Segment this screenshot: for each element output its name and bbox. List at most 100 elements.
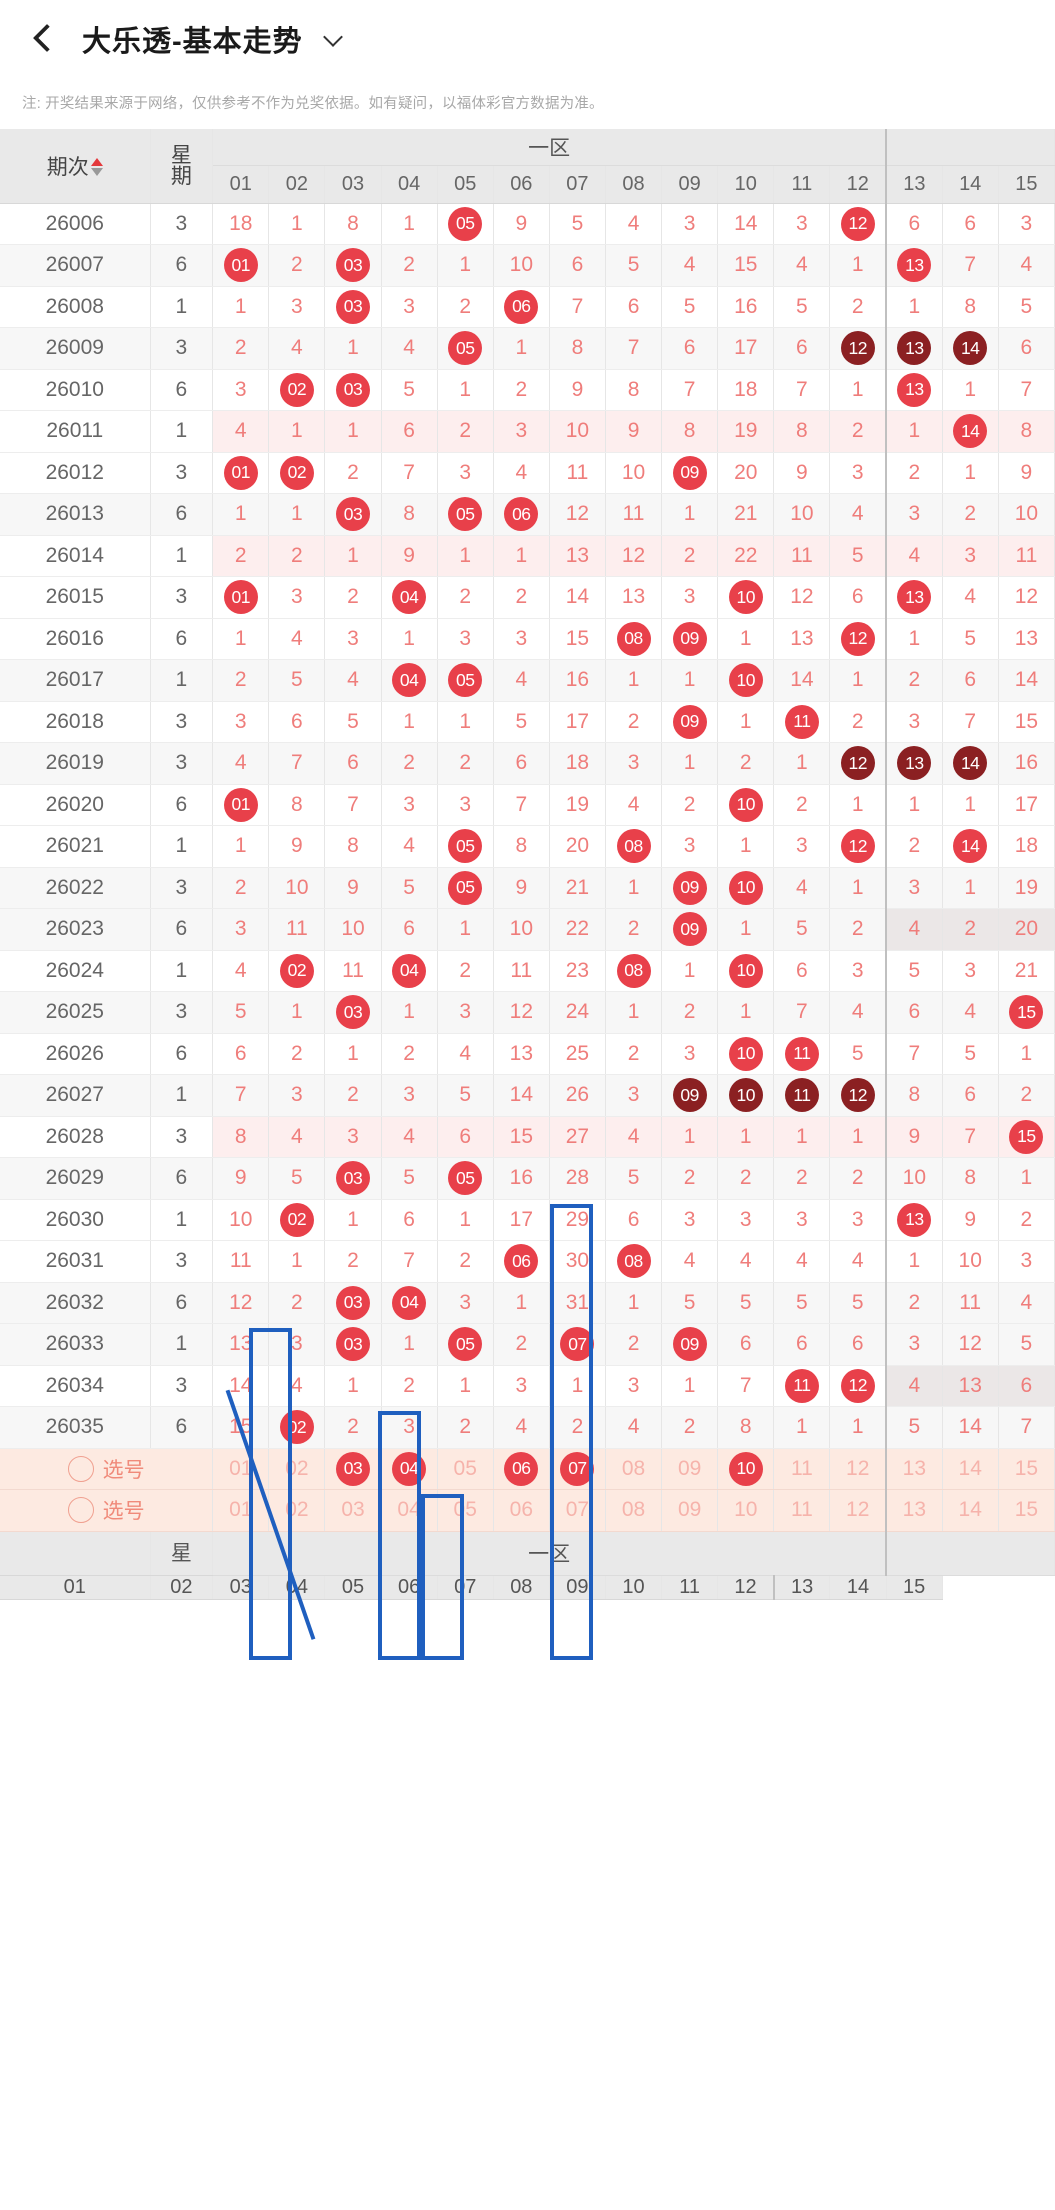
- trend-cell[interactable]: 12: [829, 825, 888, 868]
- trend-cell[interactable]: 2: [212, 659, 270, 702]
- trend-cell[interactable]: 1: [268, 493, 326, 536]
- trend-cell[interactable]: 1: [324, 1033, 382, 1075]
- trend-cell[interactable]: 3: [437, 1282, 494, 1324]
- trend-cell[interactable]: 2: [886, 1282, 943, 1324]
- table-row[interactable]: 26010 6 3 02 03 5 1 2 9 8 7 18 7 1 13 1 7: [0, 369, 1055, 411]
- trend-cell[interactable]: 1: [212, 493, 270, 536]
- trend-cell[interactable]: 1: [381, 618, 438, 660]
- trend-cell[interactable]: 12: [829, 327, 888, 370]
- trend-cell[interactable]: 8: [493, 825, 550, 868]
- table-row[interactable]: 26014 1 2 2 1 9 1 1 13 12 2 22 11 5 4 3 11: [0, 535, 1055, 577]
- trend-cell[interactable]: 05: [437, 825, 494, 868]
- trend-cell[interactable]: 1: [324, 535, 382, 577]
- trend-cell[interactable]: 1: [381, 1323, 438, 1366]
- trend-cell[interactable]: 1: [942, 867, 999, 909]
- trend-cell[interactable]: 18: [549, 742, 606, 785]
- trend-cell[interactable]: 11: [942, 1282, 999, 1324]
- trend-cell[interactable]: 6: [437, 1116, 494, 1158]
- table-row[interactable]: 26020 6 01 8 7 3 3 7 19 4 2 10 2 1 1 1 17: [0, 784, 1055, 826]
- trend-cell[interactable]: 9: [942, 1199, 999, 1241]
- trend-cell[interactable]: 1: [886, 618, 943, 660]
- trend-cell[interactable]: 6: [605, 1199, 663, 1241]
- trend-cell[interactable]: 5: [942, 618, 999, 660]
- trend-cell[interactable]: 2: [717, 742, 775, 785]
- trend-cell[interactable]: 10: [942, 1240, 999, 1283]
- trend-cell[interactable]: 09: [661, 452, 719, 494]
- trend-cell[interactable]: 7: [942, 1116, 999, 1158]
- trend-cell[interactable]: 27: [549, 1116, 606, 1158]
- trend-cell[interactable]: 10: [493, 908, 550, 951]
- trend-cell[interactable]: 5: [493, 701, 550, 743]
- trend-cell[interactable]: 3: [605, 1365, 663, 1407]
- trend-cell[interactable]: 1: [829, 1116, 888, 1158]
- trend-cell[interactable]: 8: [942, 1157, 999, 1200]
- trend-cell[interactable]: 17: [998, 784, 1055, 826]
- trend-cell[interactable]: 2: [437, 410, 494, 453]
- trend-cell[interactable]: 11: [773, 701, 831, 743]
- table-row[interactable]: 26032 6 12 2 03 04 3 1 31 1 5 5 5 5 2 11 4: [0, 1282, 1055, 1324]
- trend-cell[interactable]: 01: [212, 576, 270, 619]
- pick-cell[interactable]: 03: [324, 1489, 382, 1532]
- trend-cell[interactable]: 16: [717, 286, 775, 328]
- trend-cell[interactable]: 12: [829, 742, 888, 785]
- trend-cell[interactable]: 1: [437, 1365, 494, 1407]
- trend-cell[interactable]: 05: [437, 493, 494, 536]
- trend-cell[interactable]: 21: [717, 493, 775, 536]
- trend-cell[interactable]: 9: [549, 369, 606, 411]
- trend-cell[interactable]: 9: [886, 1116, 943, 1158]
- trend-cell[interactable]: 1: [942, 784, 999, 826]
- trend-cell[interactable]: 12: [998, 576, 1055, 619]
- trend-cell[interactable]: 4: [324, 659, 382, 702]
- trend-cell[interactable]: 4: [717, 1240, 775, 1283]
- trend-cell[interactable]: 2: [661, 535, 719, 577]
- trend-cell[interactable]: 21: [549, 867, 606, 909]
- trend-cell[interactable]: 4: [773, 244, 831, 287]
- trend-cell[interactable]: 18: [998, 825, 1055, 868]
- trend-cell[interactable]: 20: [998, 908, 1055, 951]
- circle-icon[interactable]: [67, 1497, 94, 1524]
- issue-cell[interactable]: 26011: [0, 410, 151, 453]
- trend-cell[interactable]: 6: [998, 327, 1055, 370]
- trend-cell[interactable]: 3: [212, 908, 270, 951]
- trend-cell[interactable]: 2: [212, 327, 270, 370]
- trend-cell[interactable]: 3: [381, 784, 438, 826]
- trend-cell[interactable]: 1: [717, 618, 775, 660]
- trend-cell[interactable]: 8: [324, 825, 382, 868]
- pick-cell[interactable]: 11: [773, 1448, 831, 1490]
- trend-cell[interactable]: 2: [437, 286, 494, 328]
- pick-cell[interactable]: 06: [493, 1448, 550, 1490]
- trend-cell[interactable]: 3: [437, 991, 494, 1034]
- trend-cell[interactable]: 10: [268, 867, 326, 909]
- trend-cell[interactable]: 4: [605, 784, 663, 826]
- trend-cell[interactable]: 5: [773, 1282, 831, 1324]
- trend-cell[interactable]: 4: [886, 908, 943, 951]
- trend-cell[interactable]: 2: [829, 1157, 888, 1200]
- trend-cell[interactable]: 4: [212, 742, 270, 785]
- trend-cell[interactable]: 1: [268, 991, 326, 1034]
- table-row[interactable]: 26012 3 01 02 2 7 3 4 11 10 09 20 9 3 2 1 9: [0, 452, 1055, 494]
- trend-cell[interactable]: 4: [381, 1116, 438, 1158]
- trend-cell[interactable]: 12: [212, 1282, 270, 1324]
- circle-icon[interactable]: [67, 1455, 94, 1482]
- trend-cell[interactable]: 22: [549, 908, 606, 951]
- trend-cell[interactable]: 9: [324, 867, 382, 909]
- trend-cell[interactable]: 14: [717, 203, 775, 245]
- trend-cell[interactable]: 1: [605, 991, 663, 1034]
- trend-cell[interactable]: 02: [268, 452, 326, 494]
- trend-cell[interactable]: 3: [829, 452, 888, 494]
- trend-cell[interactable]: 7: [942, 701, 999, 743]
- trend-cell[interactable]: 1: [886, 1240, 943, 1283]
- trend-cell[interactable]: 30: [549, 1240, 606, 1283]
- trend-cell[interactable]: 13: [942, 1365, 999, 1407]
- selected-number-ball[interactable]: 04: [392, 1451, 427, 1486]
- trend-cell[interactable]: 3: [381, 286, 438, 328]
- sort-descending-icon[interactable]: [90, 167, 103, 176]
- trend-cell[interactable]: 1: [942, 369, 999, 411]
- trend-cell[interactable]: 11: [605, 493, 663, 536]
- trend-cell[interactable]: 3: [661, 576, 719, 619]
- trend-cell[interactable]: 1: [886, 286, 943, 328]
- trend-cell[interactable]: 1: [437, 1199, 494, 1241]
- pick-cell[interactable]: 01: [212, 1489, 270, 1532]
- trend-cell[interactable]: 4: [212, 950, 270, 992]
- trend-cell[interactable]: 11: [324, 950, 382, 992]
